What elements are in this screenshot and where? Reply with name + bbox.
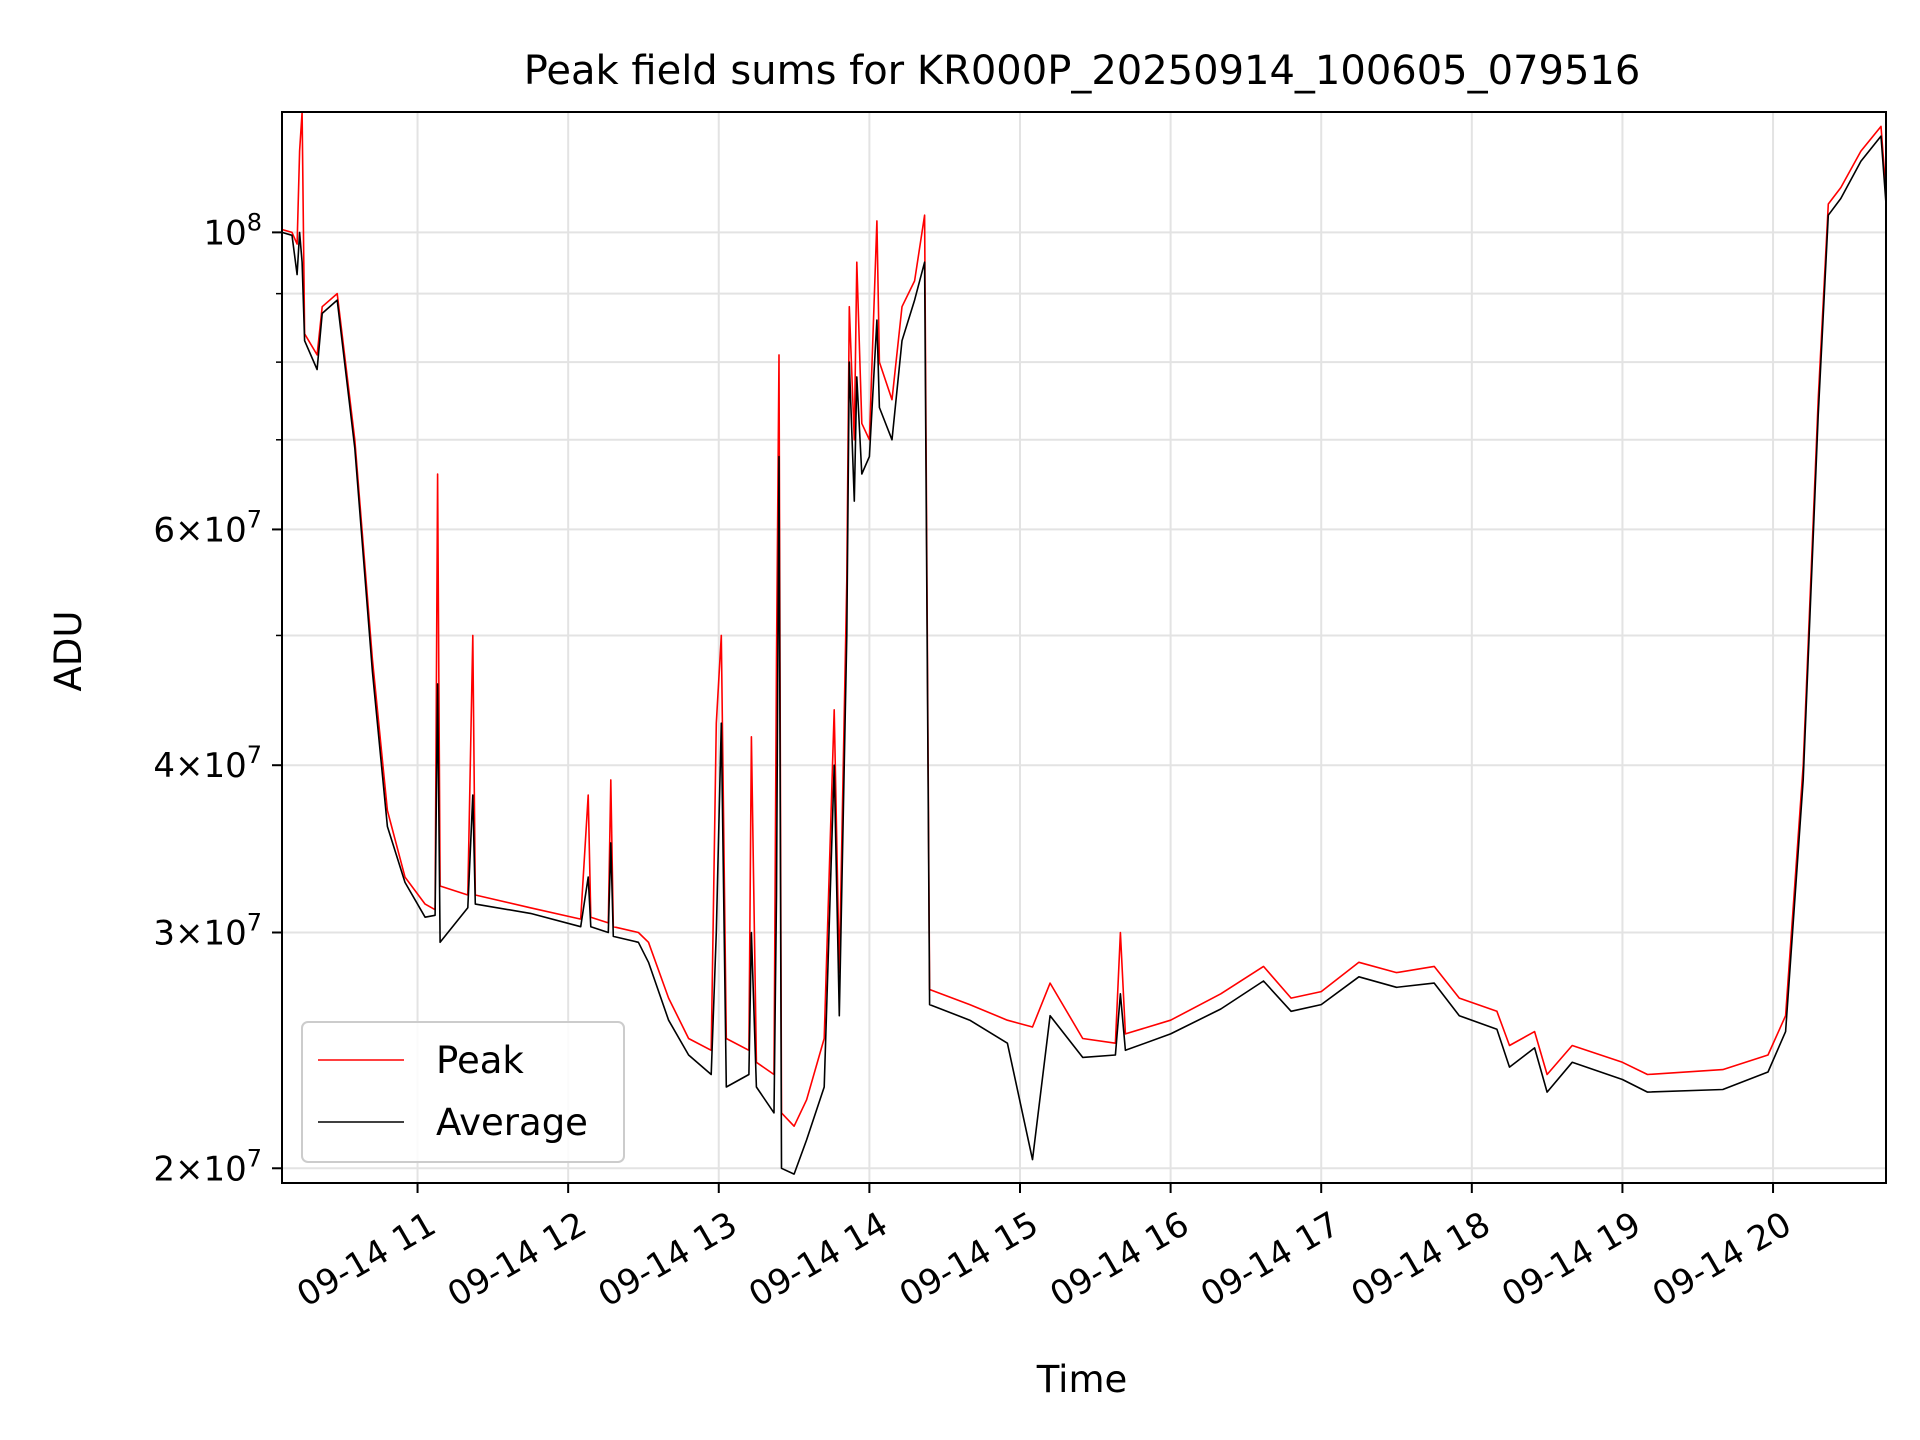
y-tick-label: 6×107 [153, 505, 262, 550]
legend: Peak Average [301, 1021, 625, 1163]
chart-title: Peak field sums for KR000P_20250914_1006… [524, 48, 1641, 94]
legend-box [301, 1021, 625, 1163]
y-tick-label: 4×107 [153, 741, 262, 786]
y-tick-label: 2×107 [153, 1144, 262, 1189]
legend-label-peak: Peak [436, 1039, 524, 1082]
grid [282, 112, 1886, 1183]
y-tick-label: 3×107 [153, 908, 262, 953]
series-layer [281, 111, 1887, 1175]
series-line-average [281, 135, 1887, 1175]
plot-frame [281, 111, 1887, 1184]
legend-label-average: Average [436, 1101, 588, 1144]
series-line-peak [281, 111, 1887, 1127]
y-axis-label: ADU [47, 611, 90, 692]
x-axis-label: Time [1036, 1358, 1128, 1401]
y-tick-label: 108 [203, 208, 262, 253]
